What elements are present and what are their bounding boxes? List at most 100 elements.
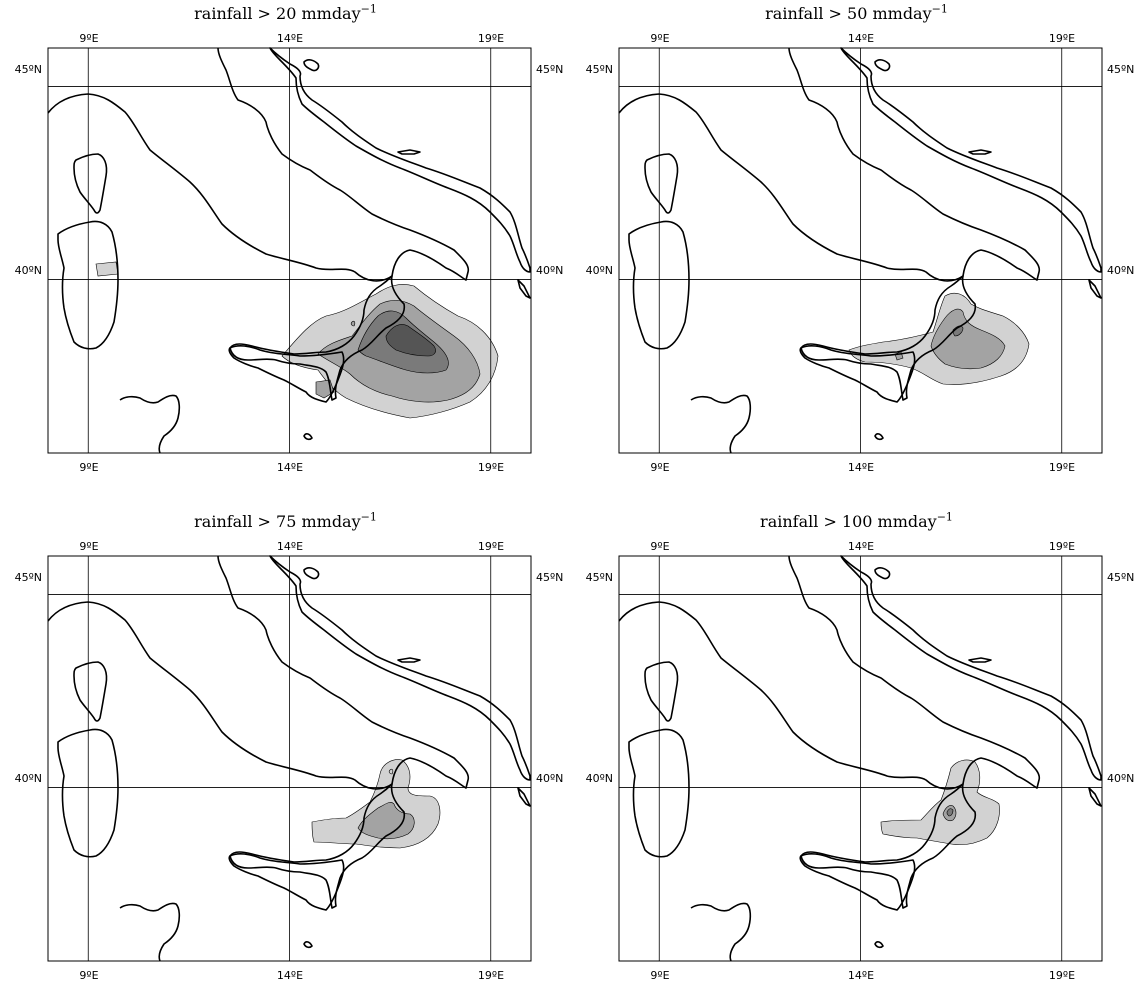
lat-tick-left-40n: 40ºN [14,264,42,277]
coast-island-small-2 [1088,787,1102,807]
lon-tick-top-19e: 19ºE [1048,540,1076,553]
coast-italy-peninsula [47,47,470,282]
lon-tick-top-9e: 9ºE [650,32,670,45]
lat-tick-right-40n: 40ºN [536,772,564,785]
lon-tick-top-14e: 14ºE [276,540,304,553]
map-panel-20: rainfall > 20 mmday−1 9ºE 14ºE 19ºE 9ºE … [0,0,571,491]
coast-corsica [73,153,108,214]
lon-tick-bottom-9e: 9ºE [650,969,670,982]
coast-island-small-1 [874,433,884,441]
title-text: rainfall > 20 mmday [194,4,361,23]
lon-tick-top-9e: 9ºE [79,32,99,45]
rainfall-contour-level-0 [880,759,1000,846]
lat-tick-left-45n: 45ºN [585,571,613,584]
coast-island-adriatic [303,59,320,72]
coast-gargano [968,149,992,155]
coast-calabria [800,783,977,909]
lon-tick-bottom-14e: 14ºE [276,461,304,474]
coast-adriatic-east [840,555,1102,781]
coast-tunisia [690,394,752,454]
lat-tick-left-40n: 40ºN [585,264,613,277]
coast-calabria [229,783,406,909]
lat-tick-right-45n: 45ºN [536,571,564,584]
lat-tick-right-40n: 40ºN [1107,772,1135,785]
coast-island-small-1 [303,941,313,949]
panel-title: rainfall > 75 mmday−1 [0,512,571,531]
panel-title: rainfall > 20 mmday−1 [0,4,571,23]
title-text: rainfall > 50 mmday [765,4,932,23]
map-frame [47,47,532,454]
lat-tick-left-40n: 40ºN [14,772,42,785]
coast-island-small-2 [1088,279,1102,299]
title-text: rainfall > 100 mmday [760,512,937,531]
lon-tick-top-19e: 19ºE [477,540,505,553]
coast-tunisia [690,902,752,962]
coast-island-adriatic [874,567,891,580]
coast-gargano [397,149,421,155]
lon-tick-bottom-14e: 14ºE [847,969,875,982]
coast-corsica [73,661,108,722]
rainfall-contour-level-1 [930,308,1006,370]
lat-tick-left-40n: 40ºN [585,772,613,785]
panel-title: rainfall > 50 mmday−1 [571,4,1142,23]
lon-tick-bottom-9e: 9ºE [79,461,99,474]
lon-tick-bottom-9e: 9ºE [650,461,670,474]
coast-tunisia [119,394,181,454]
lat-tick-left-45n: 45ºN [14,571,42,584]
coast-sardinia [628,220,690,350]
coast-sicily [799,853,916,911]
coast-sardinia [628,728,690,858]
lon-tick-top-19e: 19ºE [477,32,505,45]
coast-island-adriatic [874,59,891,72]
coast-adriatic-east [840,47,1102,273]
map-panel-50: rainfall > 50 mmday−1 9ºE 14ºE 19ºE 9ºE … [571,0,1142,491]
map-canvas [47,555,532,962]
coast-island-small-1 [874,941,884,949]
rainfall-contour-level-1 [350,320,356,327]
title-text: rainfall > 75 mmday [194,512,361,531]
lat-tick-right-45n: 45ºN [1107,571,1135,584]
coast-sicily [799,345,916,403]
lon-tick-bottom-19e: 19ºE [1048,461,1076,474]
coast-corsica [644,153,679,214]
rainfall-contour-level-3 [385,324,436,357]
lat-tick-left-45n: 45ºN [585,63,613,76]
coast-sardinia [57,728,119,858]
panel-title: rainfall > 100 mmday−1 [571,512,1142,531]
lat-tick-right-45n: 45ºN [1107,63,1135,76]
lon-tick-bottom-19e: 19ºE [477,969,505,982]
title-superscript: −1 [360,510,377,524]
lon-tick-bottom-9e: 9ºE [79,969,99,982]
map-frame [47,555,532,962]
coast-italy-peninsula [618,47,1041,282]
lat-tick-right-45n: 45ºN [536,63,564,76]
lon-tick-bottom-14e: 14ºE [276,969,304,982]
lon-tick-top-19e: 19ºE [1048,32,1076,45]
coast-island-small-2 [517,787,531,807]
coast-italy-peninsula [618,555,1041,790]
lon-tick-bottom-19e: 19ºE [1048,969,1076,982]
map-panel-100: rainfall > 100 mmday−1 9ºE 14ºE 19ºE 9ºE… [571,508,1142,999]
coast-sicily [228,853,345,911]
coast-sardinia [57,220,119,350]
coast-calabria [229,275,406,401]
lon-tick-top-14e: 14ºE [847,540,875,553]
lat-tick-left-45n: 45ºN [14,63,42,76]
lat-tick-right-40n: 40ºN [1107,264,1135,277]
coast-island-small-2 [517,279,531,299]
title-superscript: −1 [931,2,948,16]
coast-italy-peninsula [47,555,470,790]
coast-island-adriatic [303,567,320,580]
rainfall-contour-level-2 [946,808,954,817]
map-frame [618,47,1103,454]
lon-tick-top-9e: 9ºE [79,540,99,553]
coast-gargano [968,657,992,663]
rainfall-contour-level-0 [95,261,119,277]
map-canvas [618,555,1103,962]
title-superscript: −1 [936,510,953,524]
lat-tick-right-40n: 40ºN [536,264,564,277]
rainfall-contour-level-0 [388,768,394,775]
coast-adriatic-east [269,47,531,273]
lon-tick-bottom-14e: 14ºE [847,461,875,474]
map-canvas [47,47,532,454]
